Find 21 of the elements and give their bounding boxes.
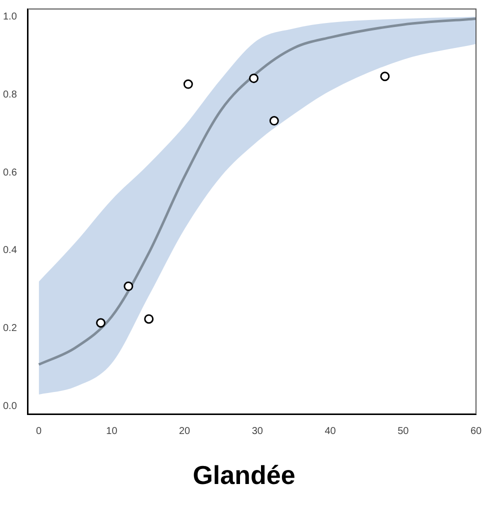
y-tick-label: 1.0: [2, 12, 18, 23]
x-tick-label: 40: [324, 426, 336, 437]
x-tick-label: 20: [178, 426, 191, 437]
point: [124, 282, 134, 292]
point: [380, 72, 390, 82]
x-tick-label: 60: [470, 426, 482, 437]
y-tick-label: 0.8: [2, 89, 18, 100]
x-tick-label: 0: [36, 426, 42, 437]
y-tick-label: 0.4: [2, 245, 18, 256]
x-tick-label: 50: [398, 426, 410, 437]
point: [144, 314, 154, 324]
text: Glandée: [192, 460, 296, 491]
x-tick-label: 30: [252, 426, 264, 437]
y-tick-label: 0.6: [2, 167, 18, 178]
y-tick-label: 0.2: [2, 323, 18, 334]
x-tick-label: 10: [106, 426, 118, 437]
y-tick-label: 0.0: [2, 400, 18, 412]
point: [183, 79, 193, 89]
point: [269, 116, 279, 126]
point: [249, 74, 259, 84]
point: [96, 318, 106, 328]
